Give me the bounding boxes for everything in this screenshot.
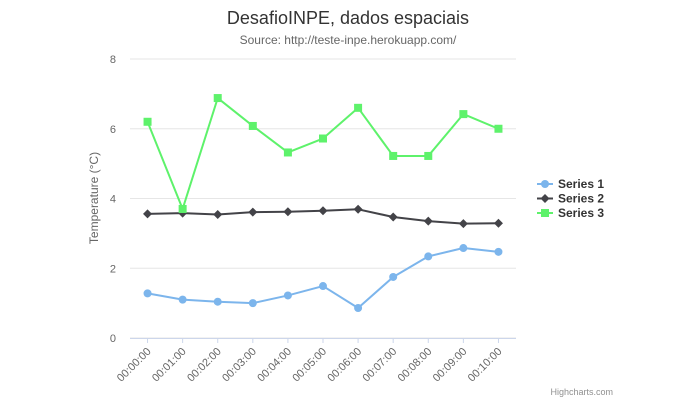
y-tick-label: 6 (110, 124, 116, 136)
data-point[interactable] (353, 204, 363, 214)
x-tick-label: 00:03:00 (220, 346, 259, 385)
data-point[interactable] (319, 282, 327, 291)
x-tick-label: 00:08:00 (396, 346, 435, 385)
x-tick-label: 00:04:00 (255, 346, 294, 385)
grid-lines (130, 58, 516, 339)
x-tick-label: 00:10:00 (466, 346, 505, 385)
legend-symbol (540, 194, 550, 203)
data-point[interactable] (248, 121, 257, 130)
x-tick-label: 00:00:00 (115, 346, 154, 385)
data-point[interactable] (423, 216, 433, 226)
credits-link[interactable]: Highcharts.com (550, 387, 613, 397)
data-point[interactable] (459, 244, 468, 253)
y-tick-label: 8 (110, 54, 116, 66)
data-point[interactable] (388, 212, 398, 222)
data-point[interactable] (424, 252, 433, 261)
data-point[interactable] (283, 148, 292, 157)
legend-item-series-2[interactable]: Series 2 (537, 192, 604, 206)
data-point[interactable] (213, 210, 223, 220)
legend-symbol (541, 180, 549, 188)
legend-label: Series 1 (558, 177, 604, 191)
data-point[interactable] (213, 94, 222, 103)
x-tick-label: 00:06:00 (325, 346, 364, 385)
data-point[interactable] (459, 110, 468, 119)
data-point[interactable] (248, 207, 258, 217)
y-tick-label: 4 (110, 194, 116, 206)
data-point[interactable] (318, 206, 328, 216)
legend-item-series-1[interactable]: Series 1 (537, 177, 604, 191)
x-axis-ticks: 00:00:0000:01:0000:02:0000:03:0000:04:00… (115, 338, 505, 384)
series-1 (143, 244, 503, 313)
series-group (143, 94, 503, 313)
series-2 (143, 204, 503, 229)
data-point[interactable] (143, 289, 152, 298)
data-point[interactable] (143, 209, 153, 219)
x-tick-label: 00:07:00 (361, 346, 400, 385)
data-point[interactable] (389, 272, 398, 281)
data-point[interactable] (178, 204, 187, 213)
series-line[interactable] (146, 97, 499, 210)
legend-label: Series 2 (558, 192, 604, 206)
data-point[interactable] (213, 297, 222, 306)
data-point[interactable] (143, 117, 152, 126)
data-point[interactable] (248, 299, 257, 308)
x-tick-label: 00:01:00 (150, 346, 189, 385)
y-axis-title: Temperature (°C) (87, 152, 101, 244)
data-point[interactable] (494, 124, 503, 133)
data-point[interactable] (319, 134, 327, 143)
series-3 (143, 94, 503, 213)
legend-item-series-3[interactable]: Series 3 (537, 206, 604, 220)
data-point[interactable] (389, 151, 398, 160)
chart-title: DesafioINPE, dados espaciais (227, 8, 469, 28)
x-tick-label: 00:02:00 (185, 346, 224, 385)
legend-symbol (541, 209, 549, 217)
data-point[interactable] (283, 207, 293, 217)
legend-label: Series 3 (558, 206, 604, 220)
data-point[interactable] (178, 295, 187, 304)
y-tick-label: 0 (110, 333, 116, 345)
x-tick-label: 00:09:00 (431, 346, 470, 385)
y-axis-ticks: 0 2 4 6 8 (110, 54, 116, 345)
chart-subtitle: Source: http://teste-inpe.herokuapp.com/ (240, 33, 457, 47)
data-point[interactable] (494, 247, 503, 256)
data-point[interactable] (354, 304, 363, 313)
data-point[interactable] (283, 291, 292, 300)
x-tick-label: 00:05:00 (290, 346, 329, 385)
data-point[interactable] (354, 103, 363, 112)
data-point[interactable] (458, 219, 468, 229)
series-line[interactable] (147, 247, 499, 310)
data-point[interactable] (424, 151, 433, 160)
y-tick-label: 2 (110, 263, 116, 275)
data-point[interactable] (493, 218, 503, 228)
